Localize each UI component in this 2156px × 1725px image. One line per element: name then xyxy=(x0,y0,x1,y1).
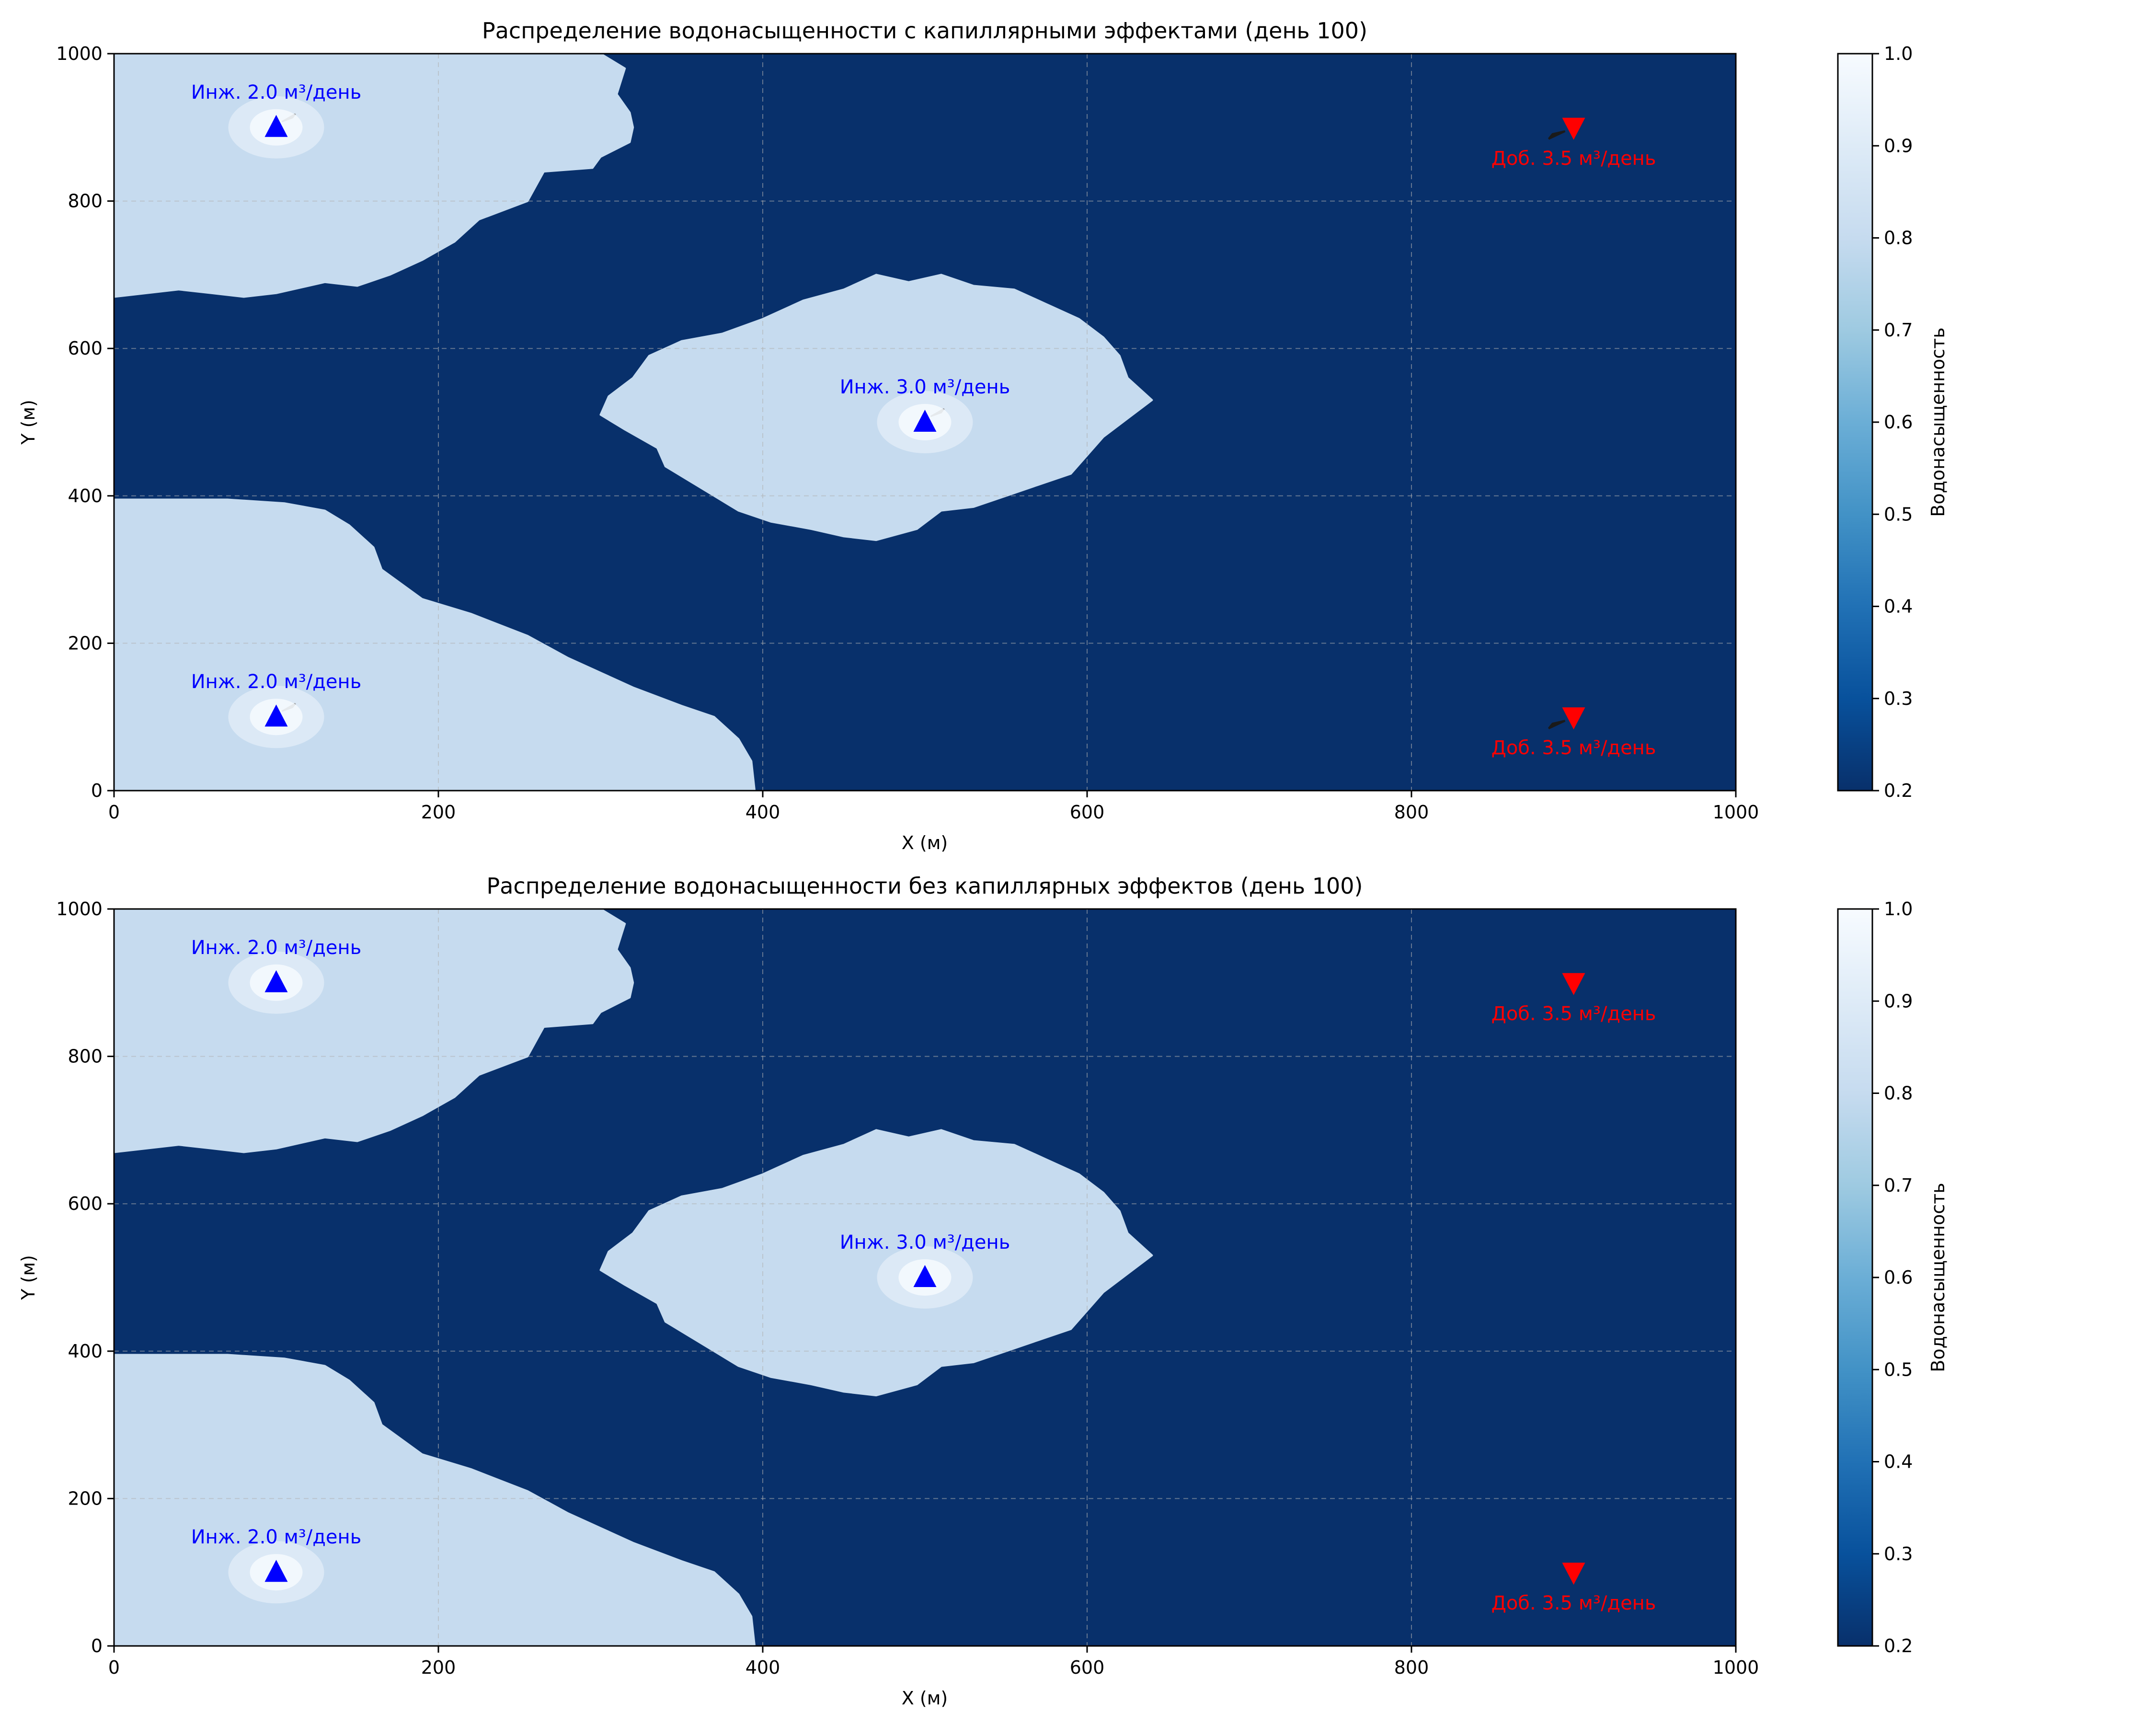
well-label: Инж. 3.0 м³/день xyxy=(840,376,1010,398)
well-label: Инж. 2.0 м³/день xyxy=(191,937,362,959)
colorbar-tick-label: 0.8 xyxy=(1884,1083,1913,1104)
x-tick-label: 400 xyxy=(745,1657,780,1678)
plot-frame xyxy=(113,908,1737,1647)
x-axis-label: X (м) xyxy=(902,832,948,853)
y-axis: 0 200 400 600 800 1000 xyxy=(56,43,114,801)
colorbar-tick-label: 0.8 xyxy=(1884,228,1913,249)
producer-marker xyxy=(1562,117,1585,140)
well-label: Инж. 2.0 м³/день xyxy=(191,1526,362,1548)
y-tick-label: 0 xyxy=(91,1635,103,1656)
injector-marker xyxy=(913,1265,937,1287)
colorbar-tick-label: 0.5 xyxy=(1884,504,1913,525)
x-tick-label: 200 xyxy=(421,802,456,823)
x-tick-label: 600 xyxy=(1070,1657,1105,1678)
panel-with-capillary: Распределение водонасыщенности с капилля… xyxy=(18,18,1949,853)
well-label: Инж. 2.0 м³/день xyxy=(191,81,362,104)
wells: Инж. 2.0 м³/день Инж. 2.0 м³/день Инж. 3.0… xyxy=(191,937,1656,1614)
colorbar-tick-label: 0.9 xyxy=(1884,990,1913,1012)
x-tick-label: 400 xyxy=(745,802,780,823)
velocity-arrow xyxy=(1548,720,1566,730)
colorbar-tick-label: 0.2 xyxy=(1884,780,1913,801)
x-tick-label: 1000 xyxy=(1713,1657,1759,1678)
well-label: Доб. 3.5 м³/день xyxy=(1491,1003,1656,1025)
x-tick-label: 600 xyxy=(1070,802,1105,823)
chart-title: Распределение водонасыщенности без капил… xyxy=(487,873,1363,899)
y-tick-label: 200 xyxy=(68,632,103,654)
panel-without-capillary: Распределение водонасыщенности без капил… xyxy=(18,873,1949,1709)
injector-marker xyxy=(264,1560,288,1582)
colorbar-label: Водонасыщенность xyxy=(1927,327,1949,517)
well-label: Инж. 3.0 м³/день xyxy=(840,1231,1010,1254)
colorbar-tick-label: 0.6 xyxy=(1884,1267,1913,1288)
colorbar-tick-label: 0.4 xyxy=(1884,596,1913,617)
well-label: Доб. 3.5 м³/день xyxy=(1491,148,1656,170)
y-axis: 0 200 400 600 800 1000 xyxy=(56,898,114,1656)
x-tick-label: 200 xyxy=(421,1657,456,1678)
colorbar-label: Водонасыщенность xyxy=(1927,1183,1949,1372)
flooded-regions xyxy=(114,909,1153,1646)
chart-title: Распределение водонасыщенности с капилля… xyxy=(482,18,1367,44)
colorbar-tick-label: 0.3 xyxy=(1884,1543,1913,1564)
colorbar: 0.2 0.3 0.4 0.5 0.6 0.7 0.8 0.9 1.0 xyxy=(1837,898,1913,1656)
colorbar-tick-label: 0.4 xyxy=(1884,1451,1913,1472)
y-axis-label: Y (м) xyxy=(18,1255,39,1300)
plot-frame xyxy=(113,53,1737,792)
y-tick-label: 400 xyxy=(68,1341,103,1362)
injector-marker xyxy=(264,115,288,137)
colorbar-gradient xyxy=(1837,53,1873,792)
wells: Инж. 2.0 м³/день Инж. 2.0 м³/день Инж. 3.0… xyxy=(191,81,1656,759)
injector-marker xyxy=(264,970,288,992)
x-axis: 0 200 400 600 800 1000 xyxy=(108,1646,1759,1678)
producer-marker xyxy=(1562,973,1585,995)
colorbar-tick-label: 1.0 xyxy=(1884,43,1913,64)
colorbar-tick-label: 0.5 xyxy=(1884,1359,1913,1380)
injector-marker xyxy=(264,704,288,727)
injector-marker xyxy=(913,410,937,432)
y-tick-label: 1000 xyxy=(56,43,103,64)
colorbar: 0.2 0.3 0.4 0.5 0.6 0.7 0.8 0.9 1.0 xyxy=(1837,43,1913,801)
x-axis-label: X (м) xyxy=(902,1688,948,1709)
y-axis-label: Y (м) xyxy=(18,400,39,445)
well-label: Инж. 2.0 м³/день xyxy=(191,671,362,693)
x-tick-label: 1000 xyxy=(1713,802,1759,823)
colorbar-tick-label: 0.9 xyxy=(1884,135,1913,156)
y-tick-label: 800 xyxy=(68,1046,103,1067)
y-tick-label: 400 xyxy=(68,485,103,506)
well-label: Доб. 3.5 м³/день xyxy=(1491,1592,1656,1614)
colorbar-tick-label: 1.0 xyxy=(1884,898,1913,920)
x-tick-label: 800 xyxy=(1394,802,1429,823)
y-tick-label: 600 xyxy=(68,1193,103,1214)
colorbar-gradient xyxy=(1837,908,1873,1647)
flooded-region-top-left xyxy=(114,909,634,1153)
colorbar-tick-label: 0.2 xyxy=(1884,1635,1913,1656)
x-tick-label: 800 xyxy=(1394,1657,1429,1678)
colorbar-tick-label: 0.7 xyxy=(1884,320,1913,341)
producer-marker xyxy=(1562,1563,1585,1585)
colorbar-tick-label: 0.6 xyxy=(1884,412,1913,433)
colorbar-tick-label: 0.3 xyxy=(1884,688,1913,709)
x-axis: 0 200 400 600 800 1000 xyxy=(108,791,1759,823)
x-tick-label: 0 xyxy=(108,1657,120,1678)
flooded-region-top-left xyxy=(114,54,634,298)
y-tick-label: 200 xyxy=(68,1488,103,1509)
y-tick-label: 0 xyxy=(91,780,103,801)
y-tick-label: 800 xyxy=(68,191,103,212)
producer-marker xyxy=(1562,707,1585,730)
flooded-region-center xyxy=(599,1129,1153,1397)
well-label: Доб. 3.5 м³/день xyxy=(1491,737,1656,759)
colorbar-tick-label: 0.7 xyxy=(1884,1175,1913,1196)
velocity-arrow xyxy=(1548,130,1566,140)
y-tick-label: 1000 xyxy=(56,898,103,920)
flooded-region-center xyxy=(599,274,1153,541)
y-tick-label: 600 xyxy=(68,338,103,359)
x-tick-label: 0 xyxy=(108,802,120,823)
